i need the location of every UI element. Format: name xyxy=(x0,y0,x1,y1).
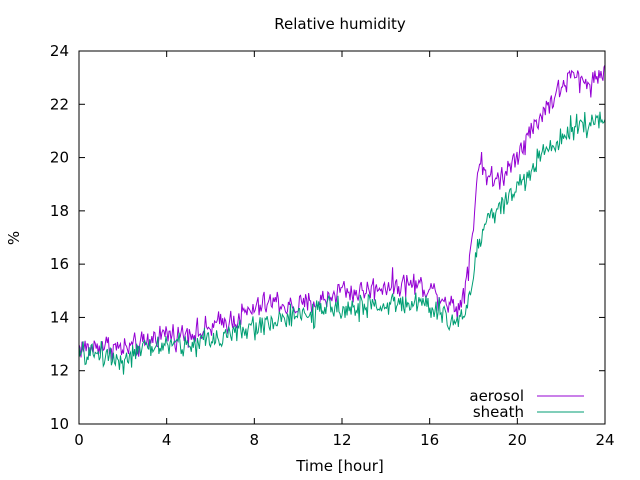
y-tick-label: 16 xyxy=(50,255,69,273)
axis-ticks: 0 4 8 12 16 20 24 10 12 14 16 18 20 22 24 xyxy=(50,42,615,449)
x-tick-label: 20 xyxy=(508,431,527,449)
y-tick-label: 12 xyxy=(50,362,69,380)
x-tick-label: 4 xyxy=(162,431,172,449)
y-axis-label: % xyxy=(5,231,23,245)
x-tick-label: 16 xyxy=(420,431,439,449)
y-tick-label: 20 xyxy=(50,149,69,167)
x-tick-label: 12 xyxy=(332,431,351,449)
y-tick-label: 24 xyxy=(50,42,69,60)
series-line-sheath xyxy=(78,111,606,375)
y-tick-label: 10 xyxy=(50,415,69,433)
x-tick-label: 24 xyxy=(595,431,614,449)
chart-title: Relative humidity xyxy=(274,15,406,33)
y-tick-label: 18 xyxy=(50,202,69,220)
series-line-aerosol xyxy=(78,64,606,362)
series-lines xyxy=(78,64,606,375)
x-tick-label: 0 xyxy=(74,431,84,449)
legend-label-aerosol: aerosol xyxy=(469,387,524,405)
x-tick-label: 8 xyxy=(250,431,260,449)
x-axis-label: Time [hour] xyxy=(295,457,384,475)
y-tick-label: 22 xyxy=(50,95,69,113)
y-tick-label: 14 xyxy=(50,308,69,326)
legend-label-sheath: sheath xyxy=(473,403,524,421)
plot-frame xyxy=(78,50,606,425)
